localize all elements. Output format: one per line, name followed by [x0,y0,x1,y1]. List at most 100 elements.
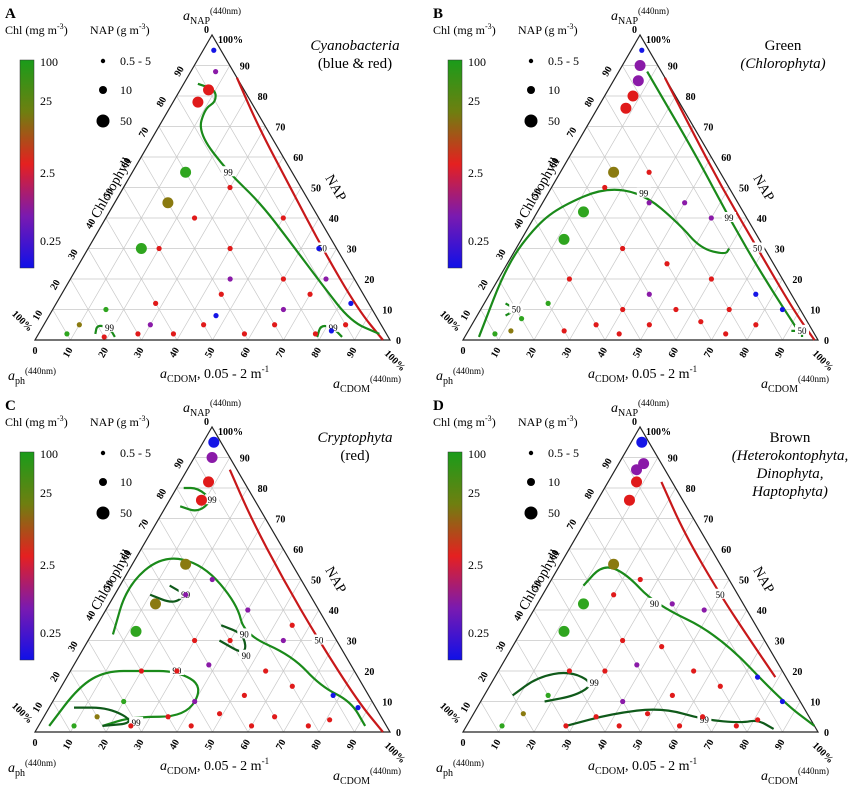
data-point [201,322,207,328]
tick-label-left: 70 [565,518,580,532]
size-legend-label: 10 [548,475,560,489]
panel-letter: C [5,398,16,414]
axis-name-bottom: aCDOM, 0.05 - 2 m-1 [160,756,269,777]
tick-label-left: 20 [476,670,491,684]
panel-letter: B [433,6,443,22]
tick-label-corner: 0 [33,738,38,749]
tick-label-bottom: 10 [61,738,76,752]
tick-label-left: 10 [31,309,46,323]
panel-title: (Chlorophyta) [740,56,825,72]
tick-label-right: 10 [810,698,820,709]
tick-label-right: 30 [347,245,357,256]
data-point [620,637,626,644]
tick-label-right: 60 [721,153,731,164]
data-point [192,698,198,705]
data-point [208,436,220,448]
tick-label-bottom: 70 [702,346,717,360]
data-point [669,692,675,698]
vertex-label-right-sub: CDOM [768,384,798,395]
tick-label-left: 90 [172,457,187,471]
tick-label-left: 50 [102,579,117,593]
vertex-label-top: aNAP(440nm) [183,398,241,419]
contour-label-bg [587,677,602,688]
nap-legend-close: ) [574,415,578,429]
tick-label-bottom: 70 [274,346,289,360]
data-point [227,245,233,252]
gridline [354,701,373,733]
data-point [280,215,286,221]
data-point [241,331,248,337]
contour-label: 99 [224,167,234,177]
tick-label-bottom: 20 [97,738,112,752]
gridline [569,126,694,341]
vertex-label-left-sup: (440nm) [25,366,56,376]
data-point [263,668,269,674]
gridline [123,187,213,341]
data-point [195,494,207,506]
tick-label-right: 80 [258,484,268,495]
axis-name-bottom-a: a [588,367,595,382]
contour-label-bg [713,588,728,599]
colorbar-label: 0.25 [40,626,61,640]
colorbar-label: 25 [468,94,480,108]
tick-label-corner: 0 [632,417,637,428]
tick-label-right: 20 [792,667,802,678]
data-point [755,717,761,723]
axis-name-bottom-sub: CDOM [595,374,625,385]
corner-hundred: 100% [810,740,835,765]
data-point [698,319,704,325]
tick-label-right: 40 [329,606,339,617]
tick-label-bottom: 80 [738,346,753,360]
data-point [669,601,675,607]
data-point [203,84,215,96]
vertex-label-right-sub: CDOM [340,384,370,395]
data-point [138,668,144,674]
size-legend-dot [100,450,106,456]
data-point [659,644,665,650]
axis-name-bottom-sup: -1 [262,364,270,374]
data-point [165,714,171,720]
chl-legend-sup: -3 [57,22,64,31]
chl-legend-close: ) [492,415,496,429]
tick-label-bottom: 30 [132,738,147,752]
nap-legend-title: NAP (g m-3) [90,22,150,37]
colorbar-label: 100 [40,55,58,69]
data-point [213,69,219,75]
contour-line [582,566,816,727]
tick-label-left: 20 [48,278,63,292]
tick-label-bottom: 90 [773,346,788,360]
data-point [227,637,233,644]
vertex-label-top: aNAP(440nm) [611,6,669,27]
data-point [577,206,589,218]
data-point [664,261,670,267]
contour-label: 99 [590,678,600,688]
tick-label-bottom: 10 [489,346,504,360]
data-point [558,233,570,245]
size-legend-dot [96,114,110,128]
corner-hundred: 100% [437,309,462,334]
contour-label: 50 [753,244,763,254]
data-point [218,291,224,297]
data-point [566,276,572,282]
tick-label-bottom: 40 [596,738,611,752]
tick-label-right: 90 [668,454,678,465]
colorbar [447,451,463,661]
vertex-label-top-sub: NAP [190,16,210,27]
tick-label-left: 40 [84,609,99,623]
colorbar-label: 100 [468,55,486,69]
contour-label: 99 [700,715,710,725]
vertex-label-left-sub: ph [15,768,25,779]
size-legend-label: 0.5 - 5 [548,446,579,460]
gridline [52,701,71,733]
vertex-label-left: aph(440nm) [436,758,484,779]
data-point [518,316,525,322]
vertex-label-top-a: a [611,9,618,24]
data-point [717,683,723,689]
tick-label-right: 20 [364,275,374,286]
data-point [623,494,635,506]
data-point [305,723,311,729]
triangle-outline [33,33,392,341]
tick-label-bottom: 40 [596,346,611,360]
tick-label-left: 20 [476,278,491,292]
grid [480,457,801,733]
